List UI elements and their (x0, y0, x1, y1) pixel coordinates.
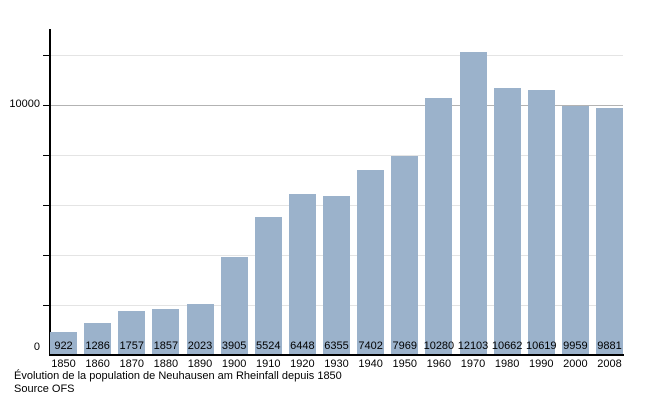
chart-caption: Évolution de la population de Neuhausen … (14, 370, 342, 395)
y-tick-2000 (43, 305, 50, 307)
x-axis-label-1980: 1980 (494, 358, 520, 370)
bar-value-label-2008: 9881 (597, 340, 622, 352)
bar-value-label-1900: 3905 (221, 340, 247, 352)
bar-value-label-1930: 6355 (324, 340, 349, 352)
bar-1870 (118, 311, 146, 355)
bar-1910 (254, 216, 282, 355)
y-axis-label-10000: 10000 (9, 98, 40, 110)
x-axis-label-1850: 1850 (51, 358, 76, 370)
y-tick-6000 (43, 205, 50, 207)
bar-2008 (596, 107, 623, 355)
y-tick-10000 (43, 105, 50, 107)
bar-value-label-1870: 1757 (119, 340, 144, 352)
x-axis-label-1960: 1960 (426, 358, 452, 370)
bar-value-label-1980: 10662 (491, 340, 523, 352)
bar-value-label-1920: 6448 (290, 340, 315, 352)
bar-1890 (186, 304, 214, 355)
bar-value-label-1940: 7402 (358, 340, 383, 352)
gridline-8000 (50, 155, 623, 156)
x-axis-line (49, 354, 624, 356)
bar-1850 (50, 331, 77, 355)
caption-source: Source OFS (14, 382, 75, 395)
bar-1880 (152, 308, 180, 355)
y-tick-4000 (43, 255, 50, 257)
x-axis-label-1970: 1970 (460, 358, 486, 370)
bar-1960 (425, 98, 453, 355)
x-axis-labels: 1850 1860 1870 1880 1890 1900 1910 1920 1930 1940… (50, 359, 623, 370)
y-tick-12000 (43, 55, 50, 57)
x-axis-label-1870: 1870 (119, 358, 144, 370)
x-axis-label-2000: 2000 (563, 358, 588, 370)
x-axis-label-1900: 1900 (221, 358, 247, 370)
x-axis-label-1920: 1920 (290, 358, 315, 370)
bar-1900 (220, 257, 248, 355)
bar-value-label-1860: 1286 (85, 340, 110, 352)
x-axis-label-1860: 1860 (85, 358, 110, 370)
bar-value-label-2000: 9959 (563, 340, 588, 352)
bar-value-label-1970: 12103 (457, 340, 489, 352)
bar-value-label-1960: 10280 (423, 340, 455, 352)
gridline-12000 (50, 55, 623, 56)
bar-value-label-1880: 1857 (153, 340, 179, 352)
x-axis-label-1880: 1880 (153, 358, 179, 370)
bar-1940 (357, 169, 385, 355)
bar-1930 (323, 196, 350, 355)
bar-value-label-1890: 2023 (187, 340, 213, 352)
bars-row: 922 1286 1757 1857 2023 3905 5524 6448 6355 7402 7… (50, 29, 623, 355)
x-axis-label-1890: 1890 (187, 358, 213, 370)
bar-value-label-1990: 10619 (525, 340, 557, 352)
bar-value-label-1910: 5524 (256, 340, 281, 352)
bar-1950 (391, 155, 419, 355)
bar-1980 (493, 88, 521, 355)
y-axis-line (49, 29, 51, 356)
y-tick-8000 (43, 155, 50, 157)
gridline-10000 (50, 105, 623, 106)
bar-2000 (561, 106, 589, 355)
bar-value-label-1850: 922 (54, 340, 73, 352)
bar-1860 (84, 322, 112, 355)
x-axis-label-2008: 2008 (597, 358, 622, 370)
x-axis-label-1930: 1930 (324, 358, 349, 370)
caption-title: Évolution de la population de Neuhausen … (14, 370, 342, 382)
x-axis-label-1990: 1990 (529, 358, 554, 370)
x-axis-label-1950: 1950 (392, 358, 417, 370)
y-axis-label-0: 0 (33, 341, 40, 353)
x-axis-label-1940: 1940 (358, 358, 383, 370)
bar-1920 (288, 193, 316, 355)
x-axis-label-1910: 1910 (256, 358, 281, 370)
bar-1990 (527, 89, 555, 355)
bar-value-label-1950: 7969 (392, 340, 417, 352)
bar-1970 (459, 52, 487, 355)
